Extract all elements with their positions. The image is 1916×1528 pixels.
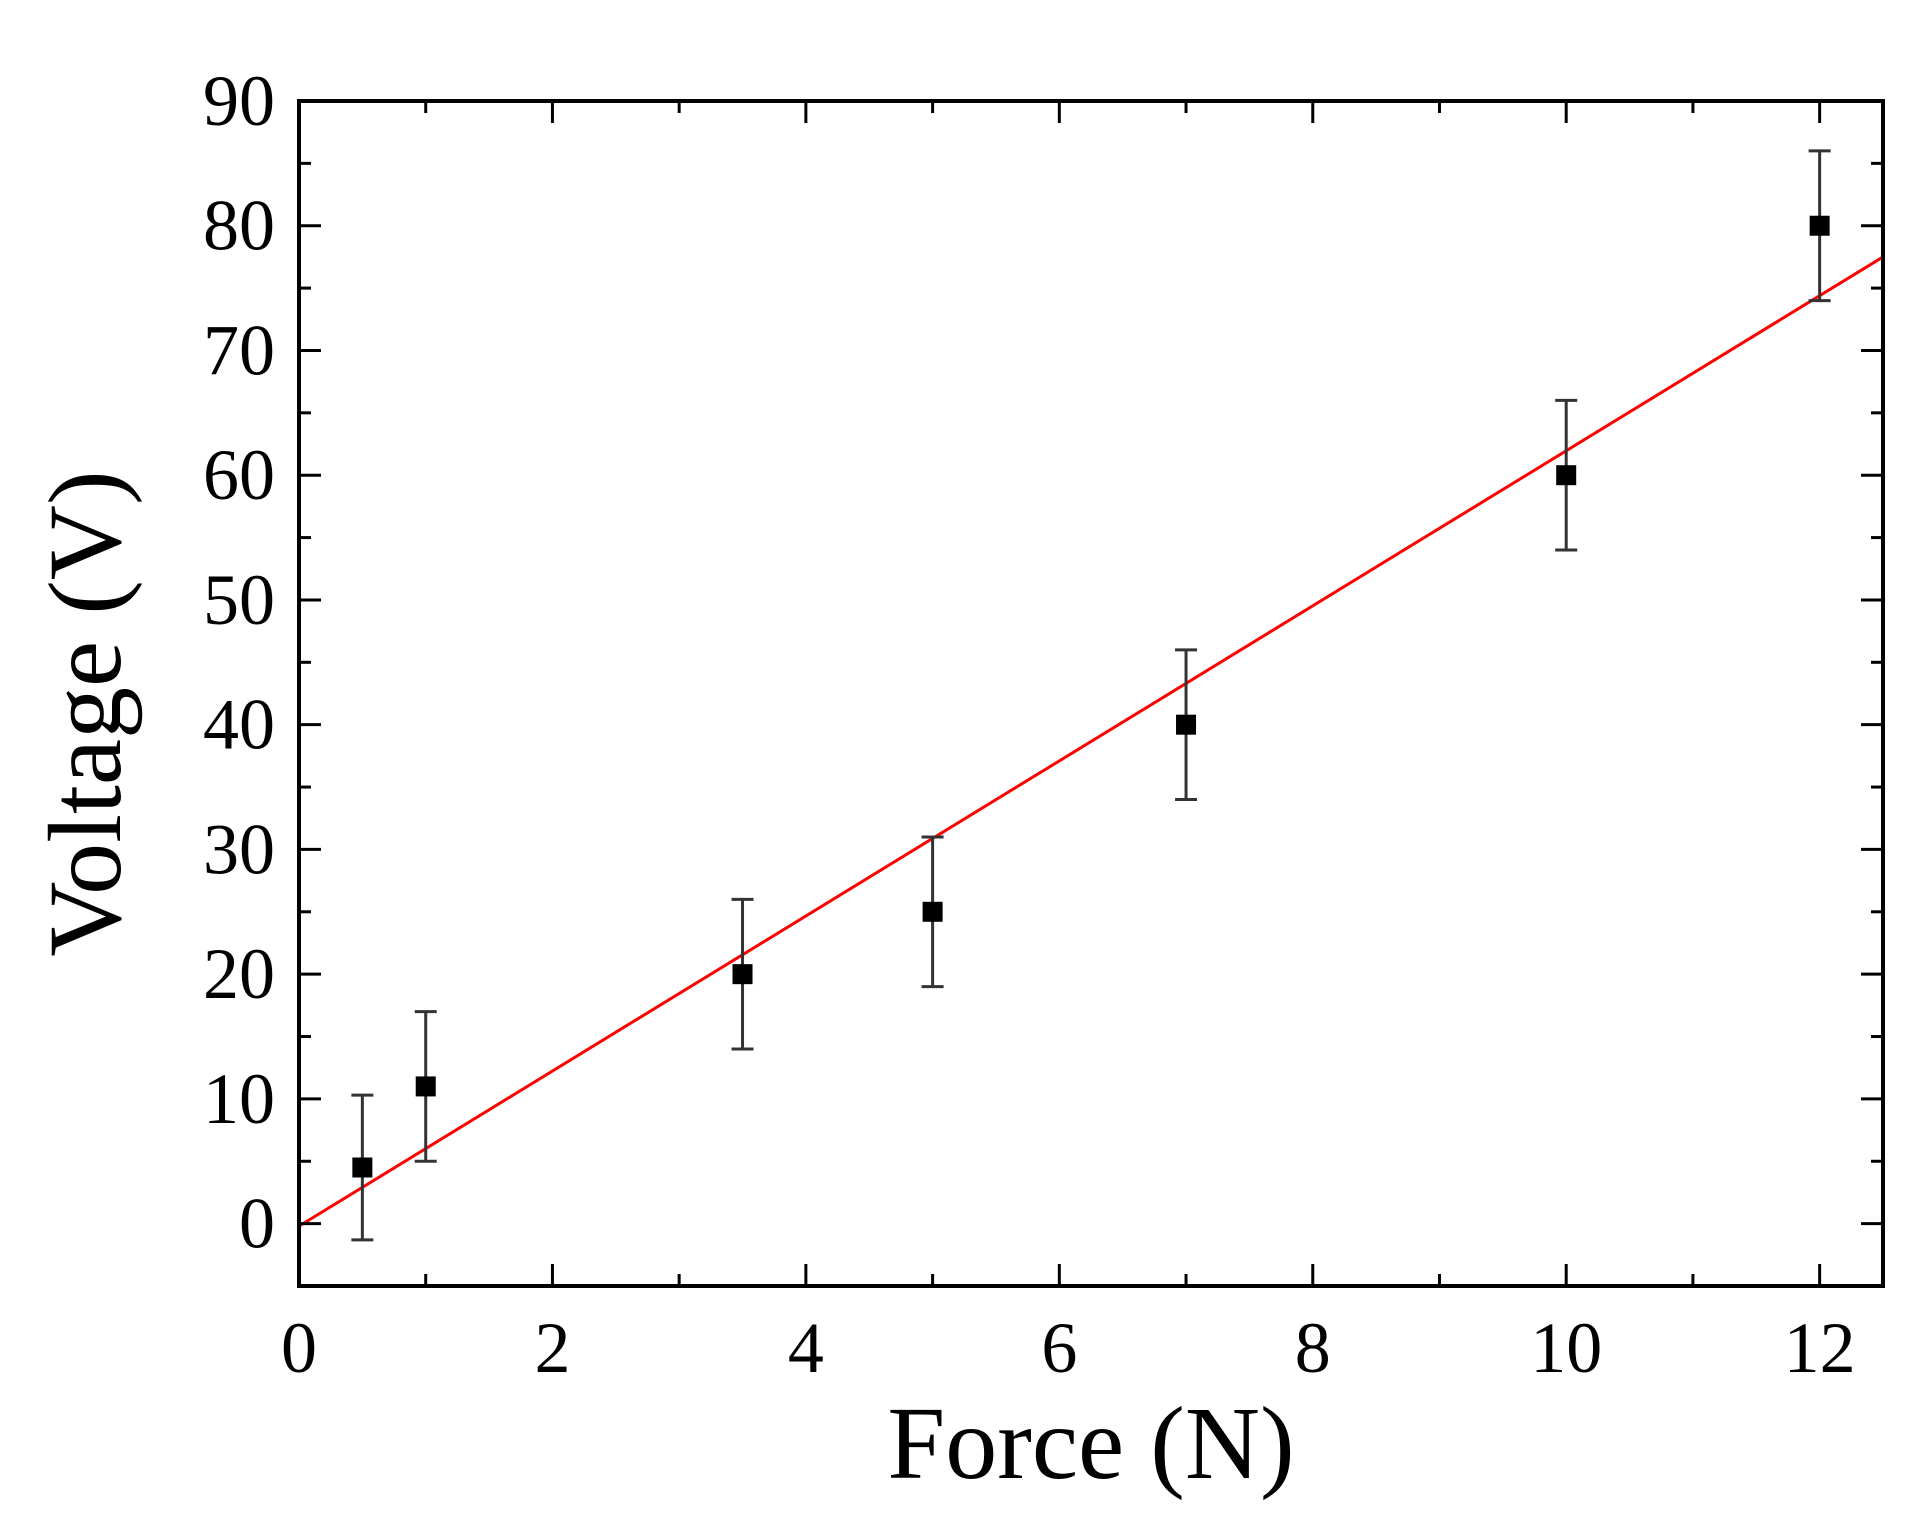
- data-point: [1556, 465, 1577, 486]
- y-axis-title: Voltage (V): [28, 470, 143, 956]
- x-axis-title: Force (N): [887, 1386, 1294, 1501]
- y-tick-label: 50: [203, 560, 275, 640]
- x-tick-label: 0: [281, 1308, 317, 1388]
- y-tick-label: 0: [239, 1184, 275, 1264]
- data-point: [1809, 215, 1830, 236]
- x-tick-label: 12: [1784, 1308, 1856, 1388]
- x-tick-labels: 0 2 4 6 8 10 12: [281, 1308, 1856, 1388]
- data-points-layer: [352, 215, 1830, 1178]
- y-tick-label: 30: [203, 809, 275, 889]
- y-tick-label: 80: [203, 186, 275, 266]
- x-tick-label: 4: [788, 1308, 824, 1388]
- data-point: [352, 1157, 373, 1178]
- data-point: [415, 1076, 436, 1097]
- fit-line-layer: [298, 255, 1884, 1228]
- data-point: [732, 964, 753, 985]
- y-tick-label: 10: [203, 1059, 275, 1139]
- data-point: [1176, 714, 1197, 735]
- ticks-layer: [297, 99, 1883, 1288]
- y-tick-label: 40: [203, 685, 275, 765]
- fit-line: [298, 255, 1884, 1228]
- y-tick-labels: 0 10 20 30 40 50 60 70 80 90: [203, 61, 275, 1264]
- x-tick-label: 8: [1295, 1308, 1331, 1388]
- y-tick-label: 90: [203, 61, 275, 141]
- x-tick-label: 2: [534, 1308, 570, 1388]
- error-bars-layer: [351, 149, 1831, 1242]
- y-tick-label: 70: [203, 310, 275, 390]
- y-tick-label: 20: [203, 934, 275, 1014]
- data-point: [922, 901, 943, 922]
- y-tick-label: 60: [203, 435, 275, 515]
- x-tick-label: 10: [1530, 1308, 1602, 1388]
- x-tick-label: 6: [1041, 1308, 1077, 1388]
- plot-frame: [297, 99, 1885, 1288]
